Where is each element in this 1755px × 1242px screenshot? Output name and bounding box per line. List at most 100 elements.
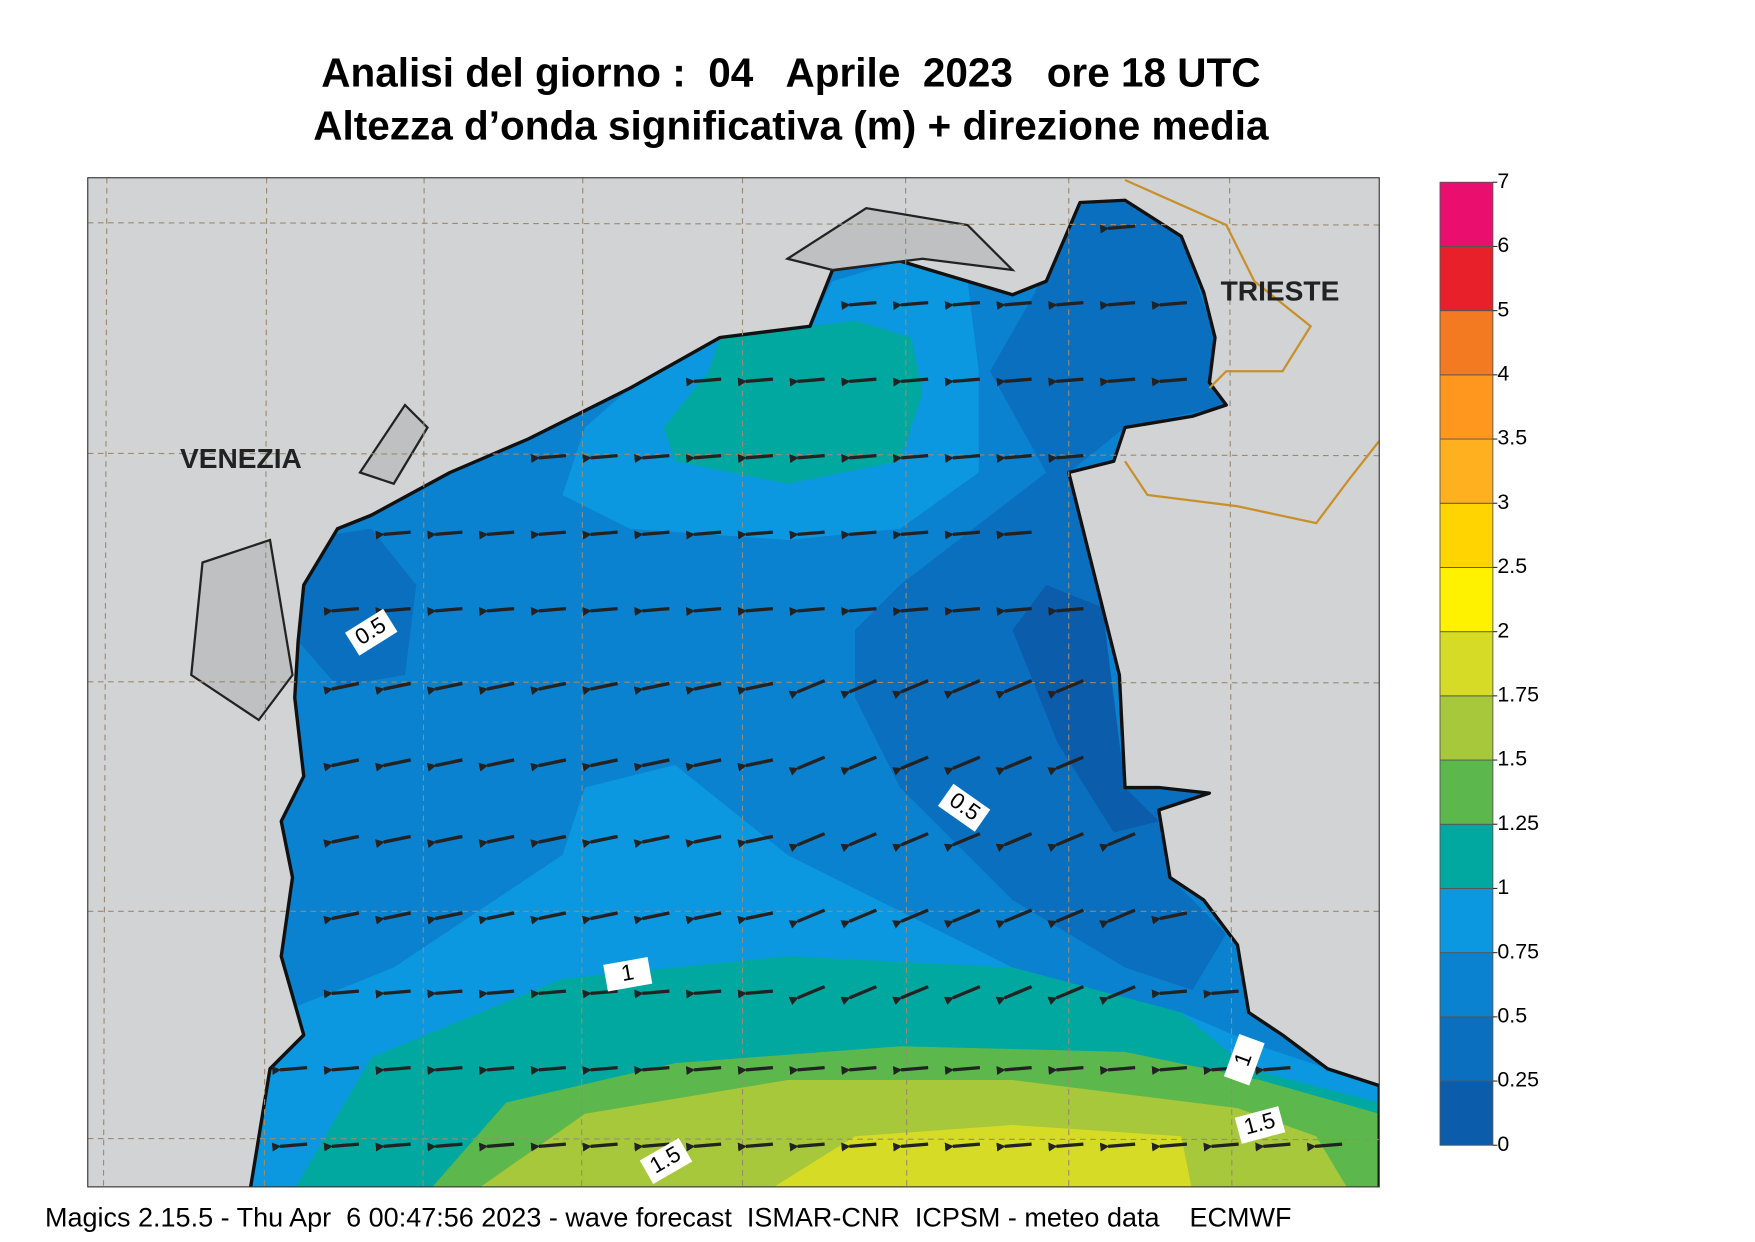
wave-arrow <box>1047 908 1085 929</box>
wave-arrow <box>943 679 981 700</box>
contour-label-box <box>603 957 653 992</box>
colorbar-tick-label: 0.5 <box>1497 1003 1527 1027</box>
colorbar-band <box>1439 823 1494 889</box>
colorbar-tick-label: 1.25 <box>1497 811 1539 835</box>
wave-arrow <box>1048 1142 1084 1152</box>
wave-arrow <box>582 1065 618 1076</box>
colorbar-tick-label: 5 <box>1497 297 1509 321</box>
wave-arrow <box>271 1065 308 1076</box>
sea-band <box>663 320 923 484</box>
colorbar-tick-label: 2.5 <box>1497 554 1527 578</box>
colorbar-band <box>1439 952 1494 1018</box>
wave-arrow <box>892 755 929 776</box>
content: Analisi del giorno : 04 Aprile 2023 ore … <box>45 50 1539 1233</box>
wave-arrow <box>685 453 722 464</box>
wave-arrow <box>944 300 981 311</box>
contour-label: 1.5 <box>1234 1106 1286 1144</box>
wave-arrow <box>840 755 878 776</box>
wave-arrow <box>582 1142 618 1152</box>
wave-arrow <box>426 681 463 696</box>
contour-label-box <box>1234 1106 1286 1144</box>
wave-arrow <box>271 1142 308 1152</box>
wave-arrow <box>374 681 411 696</box>
wave-arrow <box>788 908 826 929</box>
colorbar-band <box>1439 1080 1494 1146</box>
wave-arrow <box>996 300 1032 311</box>
colorbar-band <box>1439 245 1494 312</box>
wave-arrow <box>1047 832 1085 853</box>
wave-arrow <box>375 530 411 540</box>
wave-arrow <box>840 985 878 1006</box>
wave-arrow <box>323 1065 360 1076</box>
colorbar-band <box>1439 181 1494 247</box>
wave-arrow <box>943 908 981 929</box>
wave-arrow <box>530 911 567 925</box>
wave-arrow <box>737 1065 774 1076</box>
wave-arrow <box>581 681 618 696</box>
sea <box>190 198 1380 1187</box>
sea-band <box>1012 585 1159 833</box>
wave-arrow <box>374 758 411 772</box>
wave-arrow <box>995 908 1033 929</box>
wave-arrow <box>426 911 463 925</box>
wave-arrow <box>1099 985 1136 1006</box>
colorbar-tick-label: 7 <box>1497 169 1509 193</box>
wave-arrow <box>530 606 567 617</box>
wave-arrow <box>685 606 722 617</box>
contour-label: 1 <box>603 957 653 992</box>
wave-arrow <box>840 679 878 700</box>
wave-arrow <box>892 985 929 1006</box>
wave-arrow <box>1047 755 1085 776</box>
wave-arrow <box>530 758 567 772</box>
wave-arrow <box>1047 985 1085 1006</box>
wave-arrow <box>789 1065 825 1076</box>
contour-label: 1 <box>1223 1033 1265 1086</box>
wave-arrow <box>427 1065 463 1076</box>
wave-arrow <box>1151 1142 1188 1152</box>
wave-arrow <box>685 989 722 999</box>
wave-arrow <box>1048 377 1084 387</box>
wave-arrow <box>478 530 515 540</box>
wave-arrow <box>323 989 360 999</box>
wave-arrow <box>530 834 567 849</box>
wave-arrow <box>944 1142 981 1152</box>
wave-arrow <box>375 1142 411 1152</box>
wave-arrow <box>944 530 981 540</box>
wave-arrow <box>427 606 463 617</box>
wave-arrow <box>996 1065 1032 1076</box>
colorbar-tick-label: 1.75 <box>1497 682 1539 706</box>
wave-arrow <box>478 681 515 696</box>
wave-arrow <box>1151 300 1188 311</box>
wave-arrow <box>788 755 826 776</box>
wave-arrow <box>996 1142 1032 1152</box>
wave-arrow <box>841 453 877 464</box>
wave-arrow <box>633 681 670 696</box>
colorbar-tick-label: 4 <box>1497 361 1509 385</box>
wave-arrow <box>427 530 463 540</box>
colorbar-band <box>1439 759 1494 825</box>
wave-arrow <box>375 1065 411 1076</box>
colorbar-tick-label: 0 <box>1497 1132 1509 1156</box>
wave-arrow <box>685 834 722 849</box>
wave-arrow <box>581 758 618 772</box>
wave-arrow <box>841 606 877 617</box>
wave-arrow <box>789 606 825 617</box>
wave-arrow <box>840 832 878 853</box>
wave-arrow <box>1151 989 1188 999</box>
wave-arrow <box>996 530 1032 540</box>
wave-arrow <box>737 606 774 617</box>
wave-arrow <box>1255 1065 1291 1076</box>
wave-arrow <box>1048 453 1084 464</box>
colorbar-band <box>1439 1016 1494 1082</box>
wave-arrow <box>323 1142 360 1152</box>
colorbar-band <box>1439 695 1494 761</box>
wave-arrow <box>944 453 981 464</box>
wave-arrow <box>634 530 670 540</box>
wave-arrow <box>1306 1142 1343 1152</box>
wave-arrow <box>737 377 774 387</box>
wave-arrow <box>685 681 722 696</box>
border <box>1124 440 1380 525</box>
wave-arrow <box>892 1065 929 1076</box>
contour-label-box <box>1223 1033 1265 1086</box>
wave-arrow <box>634 1142 670 1152</box>
